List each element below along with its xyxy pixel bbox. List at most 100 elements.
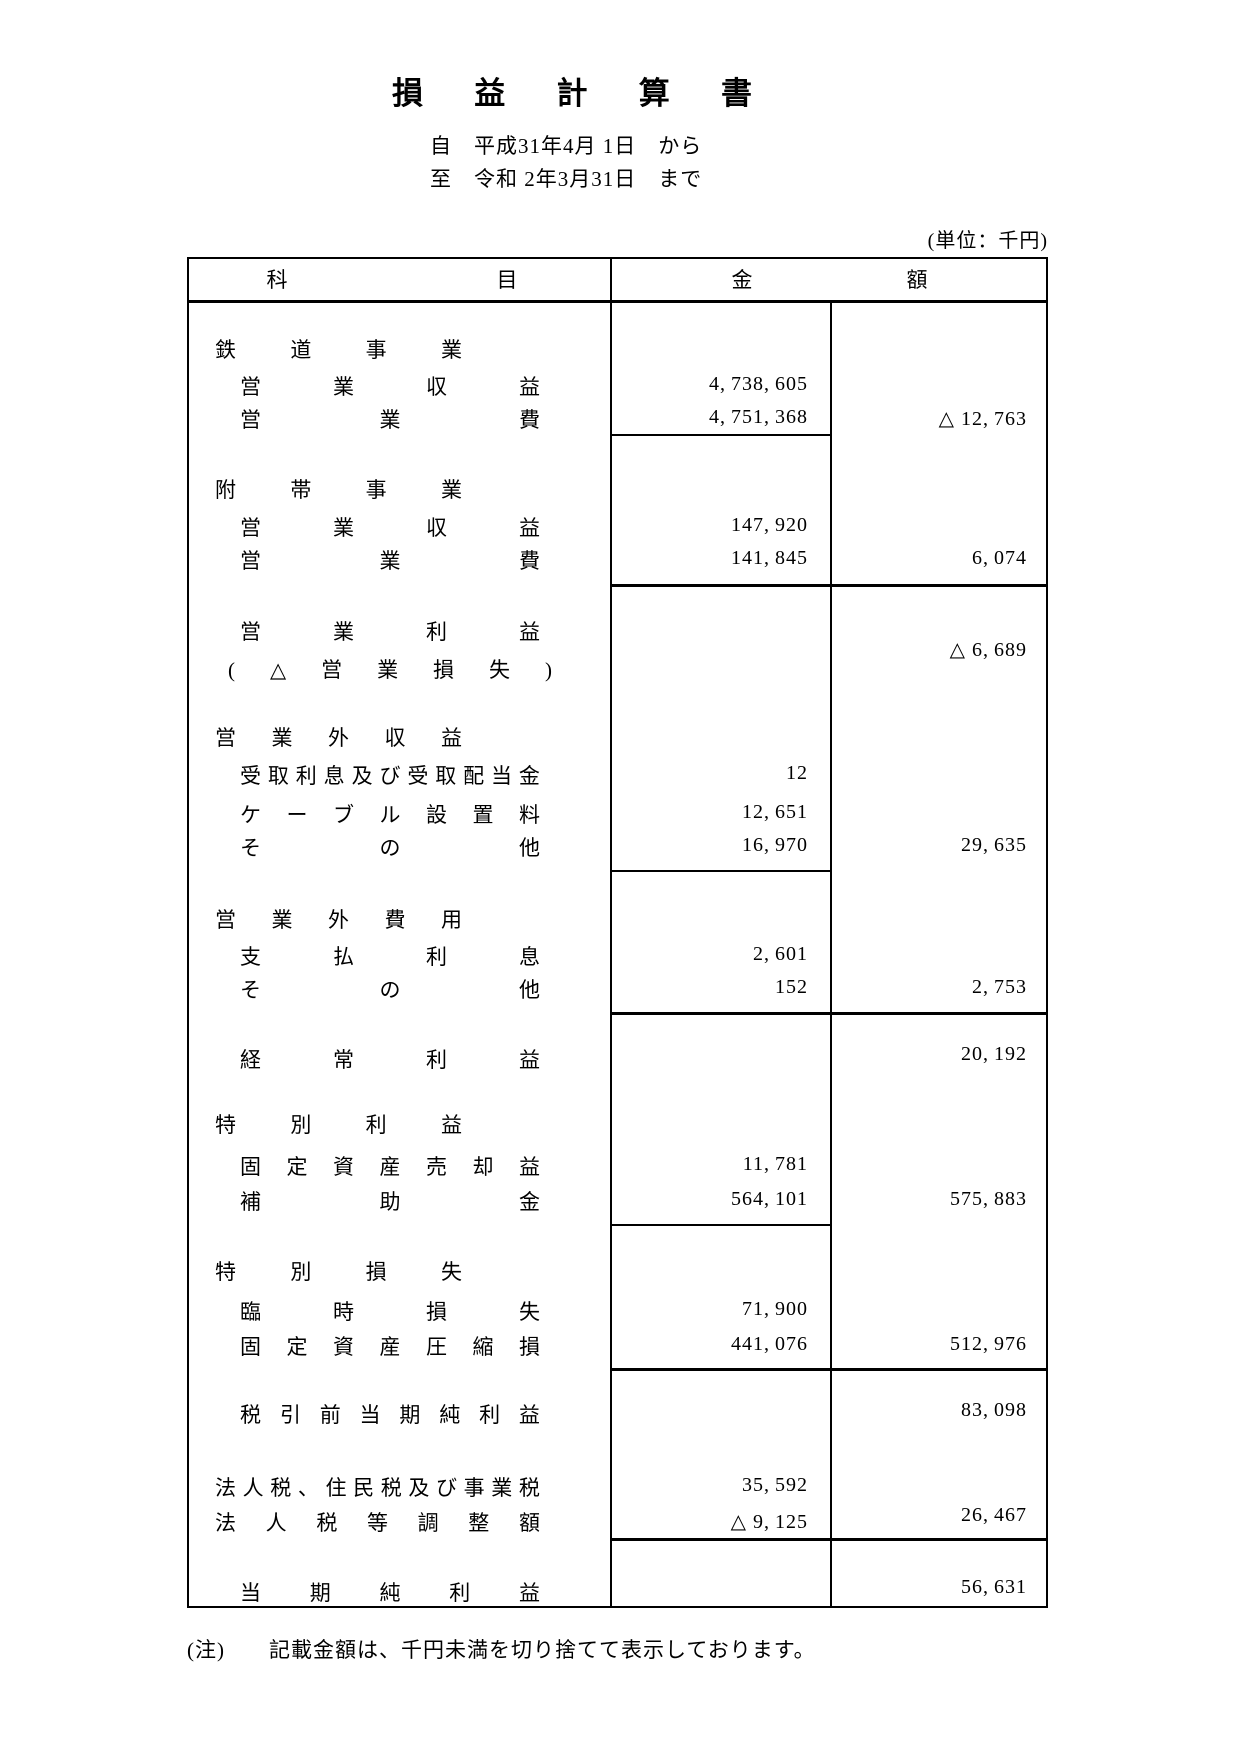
account-label-char: 払	[333, 945, 354, 969]
total-value: 575, 883	[949, 1188, 1027, 1210]
amount-value: 141, 845	[730, 547, 808, 569]
account-label-char: 引	[279, 1403, 301, 1427]
total-value: 6, 074	[971, 547, 1027, 569]
account-label-char: 損	[433, 658, 455, 682]
account-label-char: 圧	[426, 1335, 447, 1359]
account-label-char: 営	[240, 620, 261, 644]
account-label-char: 税	[316, 1511, 338, 1535]
account-label-char: 益	[519, 620, 540, 644]
account-label-char: 税	[270, 1476, 292, 1500]
account-label-char: ル	[379, 803, 401, 827]
account-label-char: 業	[333, 620, 354, 644]
account-label-char: 助	[379, 1190, 401, 1214]
total-value: 29, 635	[960, 834, 1027, 856]
account-label-char: 費	[519, 549, 540, 573]
account-label-char: 営	[240, 375, 261, 399]
account-label-char: 当	[240, 1581, 261, 1605]
account-label-char: 資	[333, 1335, 354, 1359]
account-label-char: 収	[384, 726, 406, 750]
account-label-char: 利	[426, 620, 447, 644]
account-label: ケーブル設置料	[240, 800, 540, 830]
account-label-char: び	[436, 1476, 457, 1500]
account-label: 営業外収益	[215, 723, 462, 753]
account-label-char: び	[379, 764, 401, 788]
amount-value: 11, 781	[742, 1153, 808, 1175]
account-label-char: 費	[519, 408, 540, 432]
account-label: 特別損失	[215, 1257, 462, 1287]
total-value: △ 12, 763	[938, 408, 1027, 430]
account-label-char: 失	[440, 1260, 462, 1284]
amount-value: 152	[775, 976, 808, 998]
column-header-account: 科	[266, 268, 288, 292]
account-label-char: 住	[325, 1476, 347, 1500]
amount-value: △ 9, 125	[730, 1511, 808, 1533]
account-label-char: 経	[240, 1048, 261, 1072]
account-label: 受取利息及び受取配当金	[240, 761, 540, 791]
account-label-char: 益	[519, 1581, 540, 1605]
account-label-char: 営	[215, 726, 236, 750]
account-label-char: 損	[519, 1335, 540, 1359]
pl-table: 科 目 金 額	[187, 257, 1048, 1608]
rule-kin	[612, 1224, 832, 1226]
account-label: その他	[240, 975, 540, 1005]
account-label-char: 附	[215, 478, 236, 502]
account-label-char: 利	[365, 1113, 387, 1137]
account-label-char: 特	[215, 1113, 236, 1137]
account-label-char: の	[379, 836, 401, 860]
account-label-char: ブ	[333, 803, 354, 827]
account-label-char: そ	[240, 978, 261, 1002]
amount-value: 2, 601	[752, 943, 808, 965]
account-label-char: 固	[240, 1335, 261, 1359]
account-label-char: 外	[328, 908, 349, 932]
account-label-char: 税	[518, 1476, 540, 1500]
amount-value: 12	[786, 762, 808, 784]
account-label-char: ー	[286, 803, 308, 827]
account-label: 法人税等調整額	[215, 1508, 540, 1538]
account-label: 特別利益	[215, 1110, 462, 1140]
account-label-char: 益	[519, 1155, 540, 1179]
account-label-char: 時	[333, 1300, 354, 1324]
account-label-char: 業	[379, 549, 401, 573]
report-title: 損益計算書	[392, 70, 752, 111]
total-value: 512, 976	[949, 1333, 1027, 1355]
account-label-char: そ	[240, 836, 261, 860]
account-label-char: 益	[440, 1113, 462, 1137]
account-label-char: 収	[426, 516, 447, 540]
account-label-char: 費	[384, 908, 406, 932]
account-label-char: 業	[379, 408, 401, 432]
account-label-char: 他	[519, 978, 540, 1002]
account-label: 営業利益	[240, 617, 540, 647]
account-label-char: 利	[426, 945, 447, 969]
account-label-char: 業	[333, 375, 354, 399]
unit-note: (単位：千円)	[927, 230, 1048, 252]
account-label-char: 産	[379, 1335, 401, 1359]
account-label: 営業収益	[240, 513, 540, 543]
rule-section	[612, 1012, 1046, 1015]
account-label-char: 営	[240, 549, 261, 573]
account-label-char: 道	[290, 338, 312, 362]
account-label: 営業費	[240, 546, 540, 576]
total-value: 26, 467	[960, 1504, 1027, 1526]
amount-value: 564, 101	[730, 1188, 808, 1210]
account-label-char: 取	[267, 764, 289, 788]
account-label-char: 受	[407, 764, 429, 788]
total-value: 56, 631	[960, 1576, 1027, 1598]
account-label-char: 税	[240, 1403, 261, 1427]
account-label-char: 当	[359, 1403, 381, 1427]
account-label: (△ 営 業 損 失)	[228, 655, 552, 685]
account-label: 固定資産圧縮損	[240, 1332, 540, 1362]
account-label-char: 外	[328, 726, 349, 750]
rule-section	[612, 1538, 1046, 1541]
period-from: 自 平成31年4月 1日 から	[430, 134, 703, 158]
account-label: 附帯事業	[215, 475, 462, 505]
account-label: 経常利益	[240, 1045, 540, 1075]
account-label-char: 業	[377, 658, 399, 682]
account-label-char: 固	[240, 1155, 261, 1179]
account-label-char: 別	[290, 1113, 312, 1137]
account-label: 当期純利益	[240, 1578, 540, 1608]
total-value: 83, 098	[960, 1399, 1027, 1421]
amount-value: 147, 920	[730, 514, 808, 536]
account-label-char: の	[379, 978, 401, 1002]
account-label-char: 及	[351, 764, 373, 788]
